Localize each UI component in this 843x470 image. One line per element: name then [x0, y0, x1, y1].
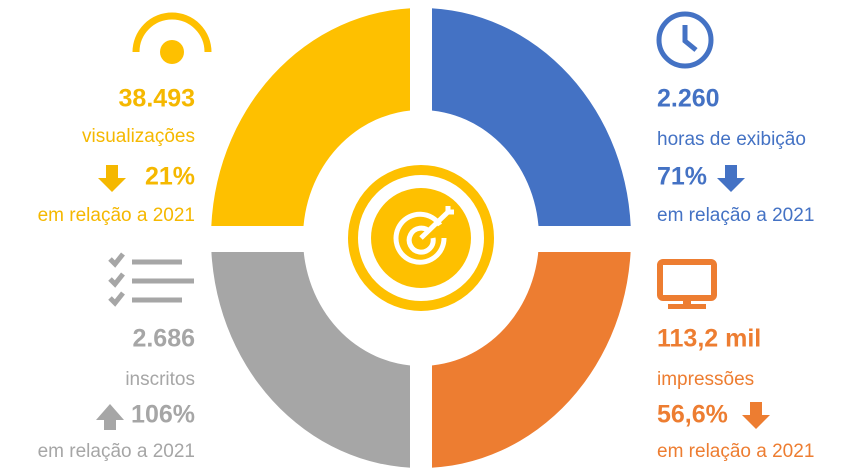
- up-arrow: [96, 404, 124, 430]
- down-arrow: [98, 165, 126, 192]
- metric-label: visualizações: [82, 126, 195, 147]
- metric-value: 38.493: [119, 85, 195, 113]
- metric-change: 56,6%: [657, 401, 728, 429]
- monitor-icon: [657, 259, 717, 309]
- metric-label: impressões: [657, 369, 754, 390]
- metric-comparison: em relação a 2021: [38, 205, 195, 226]
- metric-change: 21%: [145, 163, 195, 191]
- metric-comparison: em relação a 2021: [657, 205, 814, 226]
- metric-value: 113,2 mil: [657, 325, 761, 353]
- metric-label: horas de exibição: [657, 129, 806, 150]
- ring-segment: [211, 238, 421, 468]
- list-icon: [108, 252, 194, 307]
- ring-segment: [421, 238, 631, 468]
- metric-label: inscritos: [125, 369, 195, 390]
- metric-value: 2.686: [132, 325, 195, 353]
- down-arrow: [717, 165, 745, 192]
- eye-icon: [132, 12, 212, 53]
- metric-value: 2.260: [657, 85, 720, 113]
- metric-change: 106%: [131, 401, 195, 429]
- metric-change: 71%: [657, 163, 707, 191]
- eye-icon: [160, 40, 184, 64]
- metric-comparison: em relação a 2021: [657, 441, 814, 462]
- clock-icon: [656, 11, 714, 69]
- target-icon: [393, 206, 454, 265]
- ring-segment: [421, 8, 631, 238]
- ring-segment: [211, 8, 421, 238]
- center-ring: [348, 165, 494, 311]
- down-arrow: [742, 402, 770, 429]
- metric-comparison: em relação a 2021: [38, 441, 195, 462]
